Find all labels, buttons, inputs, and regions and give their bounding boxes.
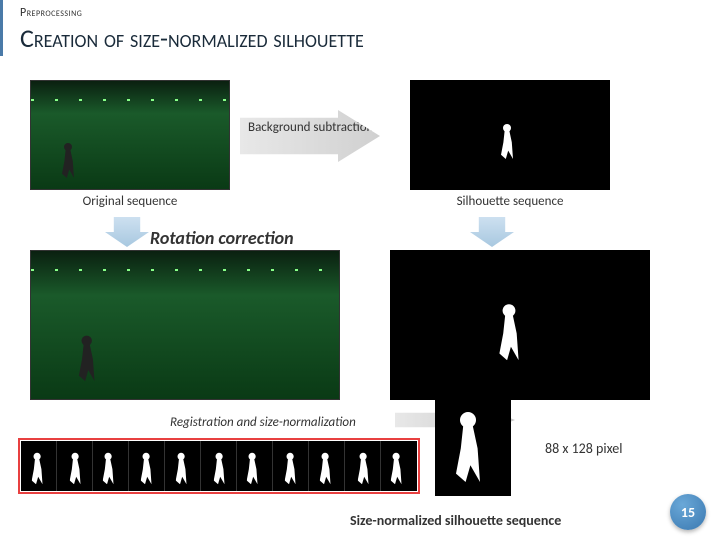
walker-icon <box>75 336 98 385</box>
accent-bar <box>0 0 3 56</box>
walker-icon <box>100 453 116 487</box>
silhouette-seq-block: Silhouette sequence <box>410 80 610 209</box>
walker-icon <box>29 453 45 487</box>
walker-icon <box>317 453 333 487</box>
strip-frame <box>21 441 57 491</box>
walker-icon <box>388 453 404 487</box>
row-3 <box>30 250 340 400</box>
rotated-original-image <box>30 250 340 400</box>
final-caption: Size-normalized silhouette sequence <box>350 512 561 529</box>
header: Preprocessing Creation of size-normalize… <box>0 0 720 54</box>
walker-icon <box>355 453 371 487</box>
strip-frame <box>57 441 93 491</box>
strip-frame <box>345 441 381 491</box>
strip-frame <box>309 441 345 491</box>
page-number-badge: 15 <box>670 494 706 530</box>
original-image <box>30 80 230 190</box>
page-number: 15 <box>681 504 695 521</box>
walker-icon <box>282 453 298 487</box>
pixel-size-label: 88 x 128 pixel <box>545 440 622 457</box>
strip-frame <box>129 441 165 491</box>
silhouette-image <box>410 80 610 190</box>
registration-label: Registration and size-normalization <box>170 415 356 430</box>
walker-icon <box>59 143 77 181</box>
walker-icon <box>498 124 516 162</box>
rotation-label: Rotation correction <box>150 227 294 249</box>
silhouette-strip <box>18 438 420 494</box>
strip-frame <box>237 441 273 491</box>
original-caption: Original sequence <box>30 194 230 209</box>
walker-icon <box>244 453 260 487</box>
walker-icon <box>67 453 83 487</box>
walker-icon <box>173 453 189 487</box>
strip-frame <box>93 441 129 491</box>
strip-frame <box>273 441 309 491</box>
down-arrow-left <box>105 217 149 247</box>
walker-icon <box>495 304 524 365</box>
bg-subtraction-arrow: Background subtraction <box>240 110 380 162</box>
page-title: Creation of size-normalized silhouette <box>20 20 700 54</box>
strip-frame <box>165 441 201 491</box>
strip-frame <box>381 441 417 491</box>
silhouette-caption: Silhouette sequence <box>410 194 610 209</box>
normalized-silhouette <box>435 398 511 496</box>
walker-icon <box>450 412 486 488</box>
row-1: Original sequence Background subtraction… <box>30 80 690 200</box>
strip-frame <box>201 441 237 491</box>
bg-subtraction-label: Background subtraction <box>248 120 373 136</box>
walker-icon <box>138 453 154 487</box>
rotated-silhouette-image <box>390 250 650 400</box>
walker-icon <box>211 453 227 487</box>
suptitle: Preprocessing <box>20 6 700 20</box>
down-arrow-right <box>470 217 514 247</box>
original-seq-block: Original sequence <box>30 80 230 209</box>
